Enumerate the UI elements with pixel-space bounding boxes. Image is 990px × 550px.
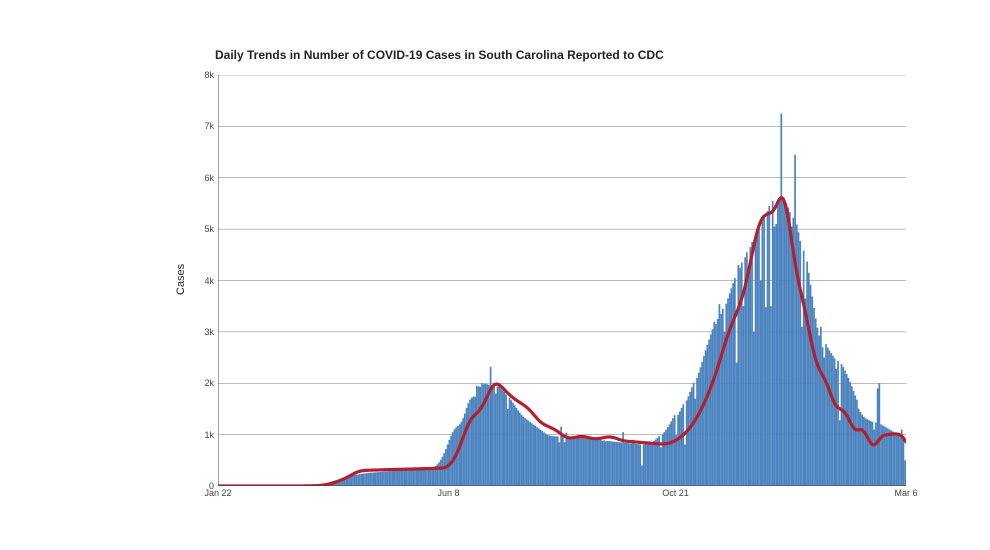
y-tick-label: 4k (204, 276, 218, 286)
y-tick-label: 8k (204, 70, 218, 80)
y-tick-label: 6k (204, 173, 218, 183)
chart-area: 01k2k3k4k5k6k7k8kJan 22Jun 8Oct 21Mar 6 (218, 75, 906, 486)
y-tick-label: 5k (204, 224, 218, 234)
y-tick-label: 1k (204, 430, 218, 440)
y-tick-label: 7k (204, 121, 218, 131)
chart-svg (218, 75, 906, 486)
x-tick-label: Mar 6 (894, 486, 917, 498)
y-axis-label: Cases (175, 264, 187, 295)
y-tick-label: 3k (204, 327, 218, 337)
page-root: Daily Trends in Number of COVID-19 Cases… (0, 0, 990, 550)
y-tick-label: 2k (204, 378, 218, 388)
x-tick-label: Oct 21 (662, 486, 689, 498)
x-tick-label: Jun 8 (437, 486, 459, 498)
x-tick-label: Jan 22 (204, 486, 231, 498)
chart-title: Daily Trends in Number of COVID-19 Cases… (215, 48, 664, 62)
